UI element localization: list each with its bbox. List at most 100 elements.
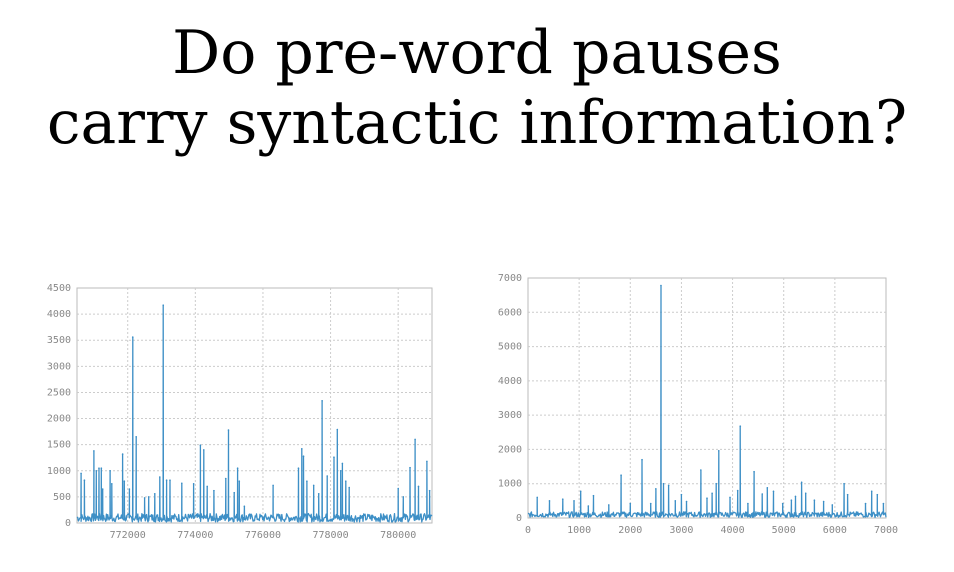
spike-point <box>397 487 399 490</box>
x-tick-label: 778000 <box>313 530 349 541</box>
spike-point <box>100 467 103 469</box>
spike-point <box>641 458 643 461</box>
spike-point <box>781 502 784 505</box>
y-tick-label: 1500 <box>47 440 71 451</box>
y-tick-label: 1000 <box>47 466 71 477</box>
spike-point <box>339 469 342 472</box>
spike-point <box>199 444 202 446</box>
spike-point <box>402 496 405 498</box>
spike-point <box>706 497 708 499</box>
spike-point <box>165 479 168 481</box>
x-tick-label: 776000 <box>245 530 281 541</box>
spike-point <box>162 304 165 307</box>
spike-point <box>206 485 208 488</box>
spike-point <box>843 482 845 485</box>
spike-point <box>109 469 111 472</box>
spike-point <box>587 505 590 507</box>
spike-point <box>426 460 428 463</box>
spike-point <box>831 504 834 506</box>
spike-point <box>83 479 86 481</box>
spike-point <box>804 492 807 495</box>
spike-point <box>813 499 816 501</box>
spike-point <box>95 469 98 472</box>
spike-point <box>227 429 230 431</box>
spike-point <box>864 502 867 505</box>
spike-point <box>876 493 879 496</box>
spike-point <box>135 436 137 438</box>
x-tick-label: 772000 <box>110 530 146 541</box>
spike-point <box>729 496 731 499</box>
spike-point <box>674 500 677 502</box>
spike-point <box>341 462 344 465</box>
y-tick-label: 3000 <box>498 410 522 421</box>
x-tick-label: 780000 <box>380 530 416 541</box>
spike-point <box>238 480 241 483</box>
spike-point <box>297 467 300 469</box>
slide-title: Do pre-word pauses carry syntactic infor… <box>0 18 954 158</box>
spike-point <box>121 453 124 455</box>
spike-point <box>739 425 742 427</box>
spike-point <box>620 474 622 476</box>
spike-point <box>417 485 420 488</box>
y-tick-label: 500 <box>53 492 71 503</box>
spike-point <box>302 455 305 457</box>
spike-point <box>680 493 683 496</box>
spike-point <box>870 490 873 493</box>
y-tick-label: 0 <box>516 513 522 524</box>
spike-point <box>306 480 308 483</box>
x-tick-label: 1000 <box>567 525 591 536</box>
spike-point <box>301 448 303 450</box>
spike-point <box>159 476 161 478</box>
y-tick-label: 7000 <box>498 273 522 284</box>
spike-point <box>573 500 575 502</box>
spike-point <box>790 499 793 501</box>
spike-point <box>629 502 632 505</box>
y-tick-label: 3000 <box>47 361 71 372</box>
y-tick-label: 4000 <box>498 376 522 387</box>
spike-point <box>111 483 113 485</box>
x-tick-label: 0 <box>525 525 531 536</box>
spike-point <box>233 491 236 494</box>
spike-point <box>181 482 183 485</box>
spike-point <box>715 482 718 485</box>
spike-point <box>700 469 702 471</box>
spike-point <box>649 502 652 505</box>
spike-point <box>312 484 315 487</box>
title-line-1: Do pre-word pauses <box>172 18 782 88</box>
x-tick-label: 5000 <box>772 525 796 536</box>
right-pause-chart: 0 1000 2000 3000 4000 5000 6000 7000 0 1000 2000 30… <box>498 273 898 536</box>
spike-point <box>561 498 564 500</box>
spike-point <box>711 492 713 495</box>
spike-point <box>348 486 350 489</box>
spike-point <box>717 450 720 452</box>
spike-point <box>662 482 665 485</box>
spike-point <box>344 480 347 483</box>
series-line <box>527 284 887 518</box>
y-tick-label: 1000 <box>498 479 522 490</box>
spike-point <box>80 472 82 475</box>
y-tick-label: 4500 <box>47 283 71 294</box>
spike-point <box>761 493 764 495</box>
spike-point <box>147 496 150 498</box>
spike-point <box>123 480 126 483</box>
spike-point <box>333 456 335 458</box>
spike-point <box>685 500 688 503</box>
left-pause-chart: 0 500 1000 1500 2000 2500 3000 3500 4000 4500 7720… <box>47 283 433 541</box>
spike-point <box>736 489 739 492</box>
spike-point <box>822 500 825 503</box>
spike-point <box>169 479 171 481</box>
spike-point <box>548 500 551 502</box>
spike-point <box>317 492 320 495</box>
spike-point <box>794 495 797 498</box>
spike-point <box>772 490 775 493</box>
y-tick-label: 5000 <box>498 342 522 353</box>
spike-point <box>202 449 205 451</box>
y-tick-label: 2500 <box>47 387 71 398</box>
spike-point <box>143 497 146 499</box>
spike-point <box>98 467 100 469</box>
spike-point <box>326 475 328 477</box>
spike-point <box>243 505 246 508</box>
spike-point <box>192 483 195 485</box>
spike-point <box>213 489 215 492</box>
spike-point <box>153 492 156 495</box>
